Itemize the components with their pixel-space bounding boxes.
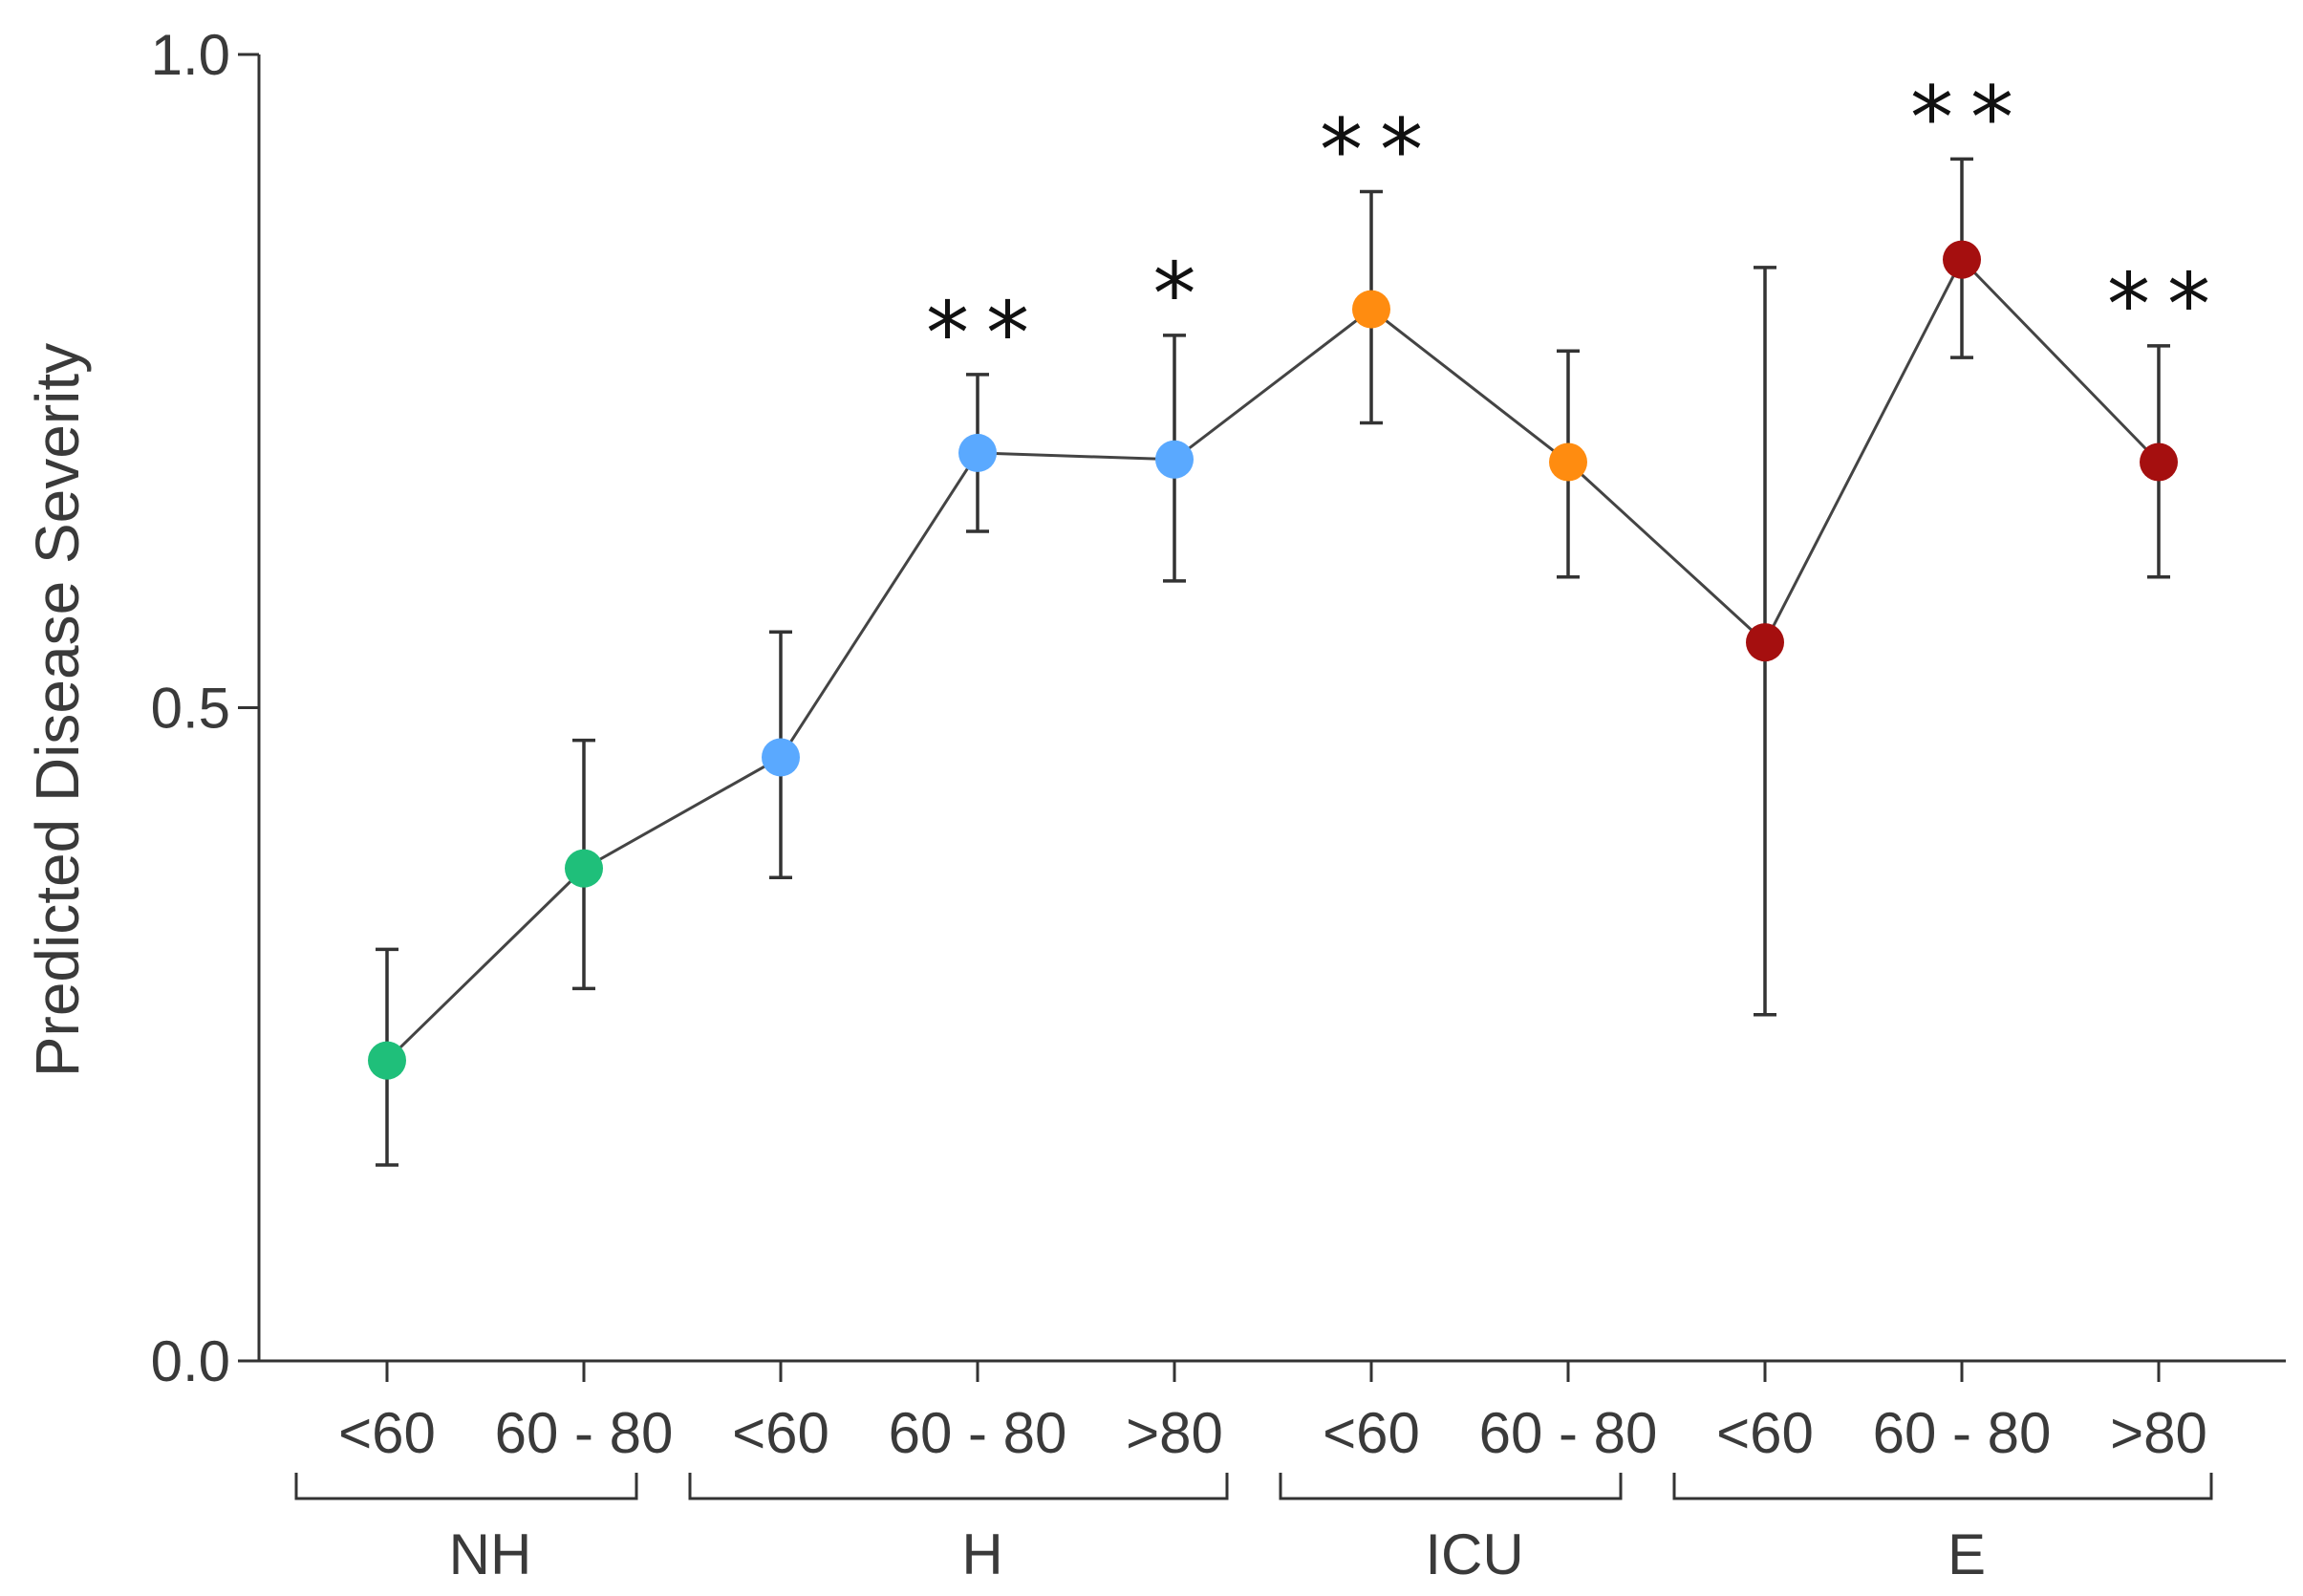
category-label: 60 - 80	[889, 1401, 1067, 1465]
group-bracket	[294, 1473, 638, 1500]
data-point	[958, 433, 997, 472]
significance-marker: * *	[926, 284, 1029, 384]
y-tick-label: 1.0	[151, 23, 230, 87]
axes: 0.0 0.5 1.0	[151, 23, 2286, 1393]
category-labels: <60 60 - 80 <60 60 - 80 >80 <60 60 - 80 <60 60 -…	[338, 1401, 2207, 1465]
category-label: <60	[1716, 1401, 1814, 1465]
data-point	[1549, 442, 1587, 482]
category-label: 60 - 80	[495, 1401, 674, 1465]
group-label: H	[961, 1522, 1002, 1586]
data-point	[1155, 440, 1194, 479]
data-point	[1943, 240, 1981, 279]
group-bracket	[688, 1473, 1229, 1500]
significance-marker: * *	[1910, 68, 2013, 168]
category-label: <60	[1323, 1401, 1420, 1465]
category-label: 60 - 80	[1479, 1401, 1658, 1465]
data-point	[368, 1041, 406, 1080]
data-point	[762, 738, 800, 777]
group-label: ICU	[1425, 1522, 1523, 1586]
significance-marker: *	[1153, 245, 1196, 345]
data-point	[2140, 442, 2178, 482]
category-label: >80	[1126, 1401, 1223, 1465]
data-point	[1746, 623, 1784, 662]
y-tick-label: 0.0	[151, 1329, 230, 1393]
y-axis-label: Predicted Disease Severity	[23, 343, 92, 1077]
data-point	[1352, 290, 1390, 329]
category-label: 60 - 80	[1873, 1401, 2052, 1465]
group-label: NH	[449, 1522, 532, 1586]
group-bracket	[1672, 1473, 2213, 1500]
significance-marker: * *	[2107, 255, 2210, 356]
significance-marker: * *	[1320, 101, 1423, 202]
category-label: <60	[338, 1401, 436, 1465]
group-label: E	[1948, 1522, 1986, 1586]
group-brackets: NH H ICU E	[294, 1473, 2213, 1586]
data-point	[565, 849, 603, 888]
category-label: <60	[732, 1401, 829, 1465]
category-label: >80	[2110, 1401, 2207, 1465]
series: * * * * * * * * *	[368, 68, 2210, 1167]
series-line	[385, 257, 2161, 1062]
group-bracket	[1279, 1473, 1623, 1500]
y-tick-label: 0.5	[151, 677, 230, 741]
